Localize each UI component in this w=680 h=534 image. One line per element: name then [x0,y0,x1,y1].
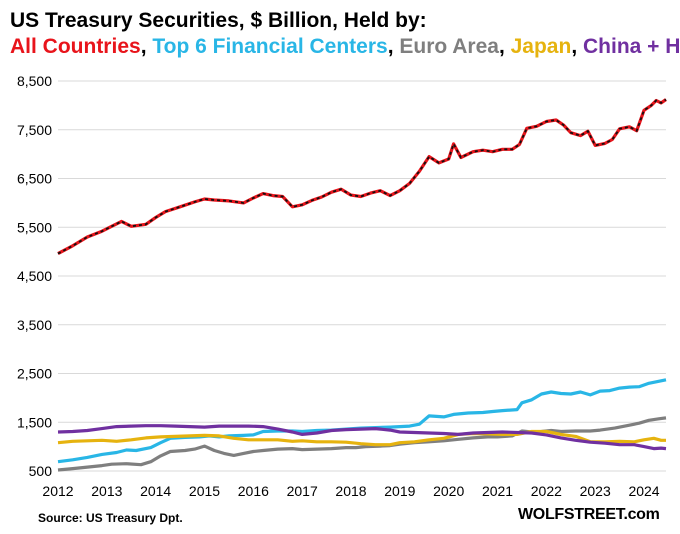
x-tick-label: 2021 [482,483,513,499]
x-axis-ticks: 2012 2013 2014 2015 2016 2017 2018 2019 2020 2021… [42,483,659,499]
legend-separator: , [387,35,400,58]
series-line-all-countries [57,98,667,256]
x-tick-label: 2017 [287,483,318,499]
x-tick-label: 2018 [335,483,366,499]
x-tick-label: 2015 [189,483,220,499]
legend-line: All Countries, Top 6 Financial Centers, … [10,34,680,60]
y-tick-label: 6,500 [17,171,52,187]
y-tick-label: 500 [29,463,53,479]
legend-top6-financial-centers: Top 6 Financial Centers [152,35,388,58]
chart-title: US Treasury Securities, $ Billion, Held … [10,9,427,32]
y-axis-ticks: 500 1,500 2,500 3,500 4,500 5,500 6,500 7,500 8,… [17,73,52,479]
series-line-euro-area [57,416,667,472]
brand-watermark: WOLFSTREET.com [518,506,660,523]
y-tick-label: 1,500 [17,414,52,430]
x-tick-label: 2020 [433,483,464,499]
legend-separator: , [140,35,153,58]
legend-separator: , [498,35,511,58]
series-line-top-6-financial-centers [57,378,667,464]
y-tick-label: 4,500 [17,268,52,284]
x-tick-label: 2012 [42,483,73,499]
y-tick-label: 5,500 [17,219,52,235]
x-tick-label: 2024 [628,483,659,499]
x-tick-label: 2016 [238,483,269,499]
x-tick-label: 2014 [140,483,171,499]
legend-china-hk: China + HK [583,35,680,58]
y-tick-label: 2,500 [17,366,52,382]
x-tick-label: 2019 [384,483,415,499]
series-line-japan [57,429,666,447]
y-tick-label: 3,500 [17,317,52,333]
legend-separator: , [571,35,583,58]
legend-euro-area: Euro Area [399,35,499,58]
x-tick-label: 2023 [580,483,611,499]
legend-japan: Japan [510,35,572,58]
legend-all-countries: All Countries [10,35,141,58]
gridlines [58,80,666,472]
series-line-china-hk [57,424,667,451]
y-tick-label: 8,500 [17,73,52,89]
source-note: Source: US Treasury Dpt. [38,511,183,525]
series-lines [57,98,667,472]
series-line-all-countries-dash [57,98,667,255]
x-tick-label: 2022 [531,483,562,499]
y-tick-label: 7,500 [17,122,52,138]
x-tick-label: 2013 [91,483,122,499]
